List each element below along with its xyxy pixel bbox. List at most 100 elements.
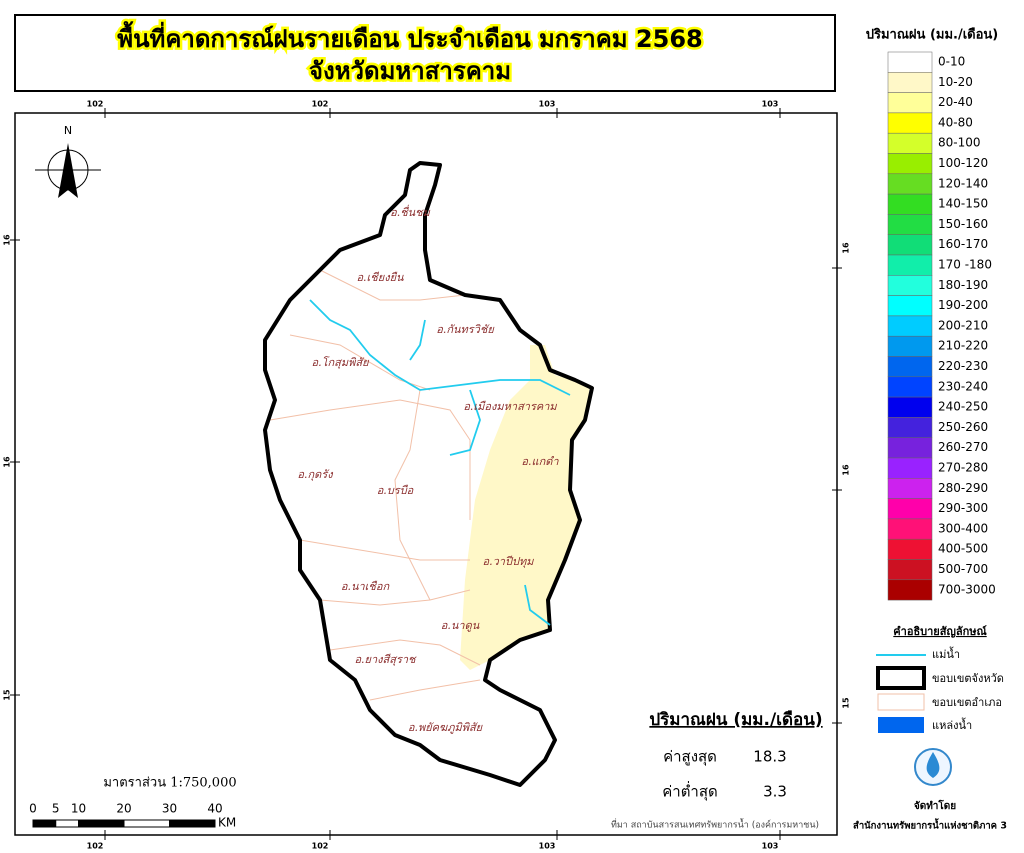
legend-swatch bbox=[887, 457, 933, 479]
title-box bbox=[14, 14, 836, 92]
grid-label-top: 102 bbox=[87, 100, 104, 109]
legend-label: 210-220 bbox=[938, 339, 988, 353]
grid-label-right: 16 bbox=[842, 464, 851, 476]
district-label: อ.กันทรวิชัย bbox=[436, 323, 495, 336]
credit-org: สำนักงานทรัพยากรน้ำแห่งชาติภาค 3 bbox=[853, 818, 1007, 832]
scale-tick: 10 bbox=[71, 802, 86, 816]
legend-swatch bbox=[887, 538, 933, 560]
scale-tick: 5 bbox=[52, 802, 60, 816]
source: ที่มา สถาบันสารสนเทศทรัพยากรน้ำ (องค์การ… bbox=[611, 818, 819, 831]
scale-tick: 0 bbox=[29, 802, 37, 816]
legend-label: 260-270 bbox=[938, 440, 988, 454]
district-label: อ.พยัคฆภูมิพิสัย bbox=[408, 721, 484, 734]
scale-unit: KM bbox=[218, 816, 236, 830]
district-label: อ.ยางสีสุราช bbox=[354, 653, 417, 666]
grid-label-top: 103 bbox=[762, 100, 779, 109]
legend-swatch bbox=[887, 315, 933, 337]
scale-segment bbox=[32, 819, 57, 828]
province-boundary bbox=[263, 161, 594, 787]
legend-label: 20-40 bbox=[938, 95, 973, 109]
legend-label: 160-170 bbox=[938, 237, 988, 251]
legend-swatch bbox=[887, 112, 933, 134]
district-label: อ.เมืองมหาสารคาม bbox=[463, 400, 557, 413]
legend-label: 240-250 bbox=[938, 400, 988, 414]
grid-label-bottom: 102 bbox=[312, 842, 329, 851]
legend-label: 170 -180 bbox=[938, 258, 992, 272]
legend-swatch bbox=[887, 295, 933, 317]
legend-label: 300-400 bbox=[938, 521, 988, 535]
district-label: อ.นาเชือก bbox=[341, 580, 391, 593]
grid-label-bottom: 102 bbox=[87, 842, 104, 851]
legend-swatch bbox=[887, 335, 933, 357]
legend-swatch bbox=[887, 234, 933, 256]
district-label: อ.เชียงยืน bbox=[356, 271, 404, 284]
legend-label: 140-150 bbox=[938, 197, 988, 211]
legend-swatch bbox=[887, 153, 933, 175]
legend-swatch bbox=[887, 72, 933, 93]
scale-segment bbox=[123, 819, 170, 828]
rain-zone bbox=[460, 345, 590, 670]
max-value: 18.3 bbox=[753, 748, 786, 766]
legend-label: 10-20 bbox=[938, 75, 973, 89]
north-arrow bbox=[35, 143, 101, 198]
legend-swatch bbox=[887, 51, 933, 73]
grid-label-top: 102 bbox=[312, 100, 329, 109]
legend-label: 700-3000 bbox=[938, 582, 996, 596]
legend-label: 500-700 bbox=[938, 562, 988, 576]
legend-swatch bbox=[887, 92, 933, 114]
legend-swatch bbox=[887, 579, 933, 601]
legend-label: 40-80 bbox=[938, 115, 973, 129]
credit-label: จัดทำโดย bbox=[914, 799, 956, 812]
legend-label: 80-100 bbox=[938, 136, 981, 150]
legend-label: 120-140 bbox=[938, 176, 988, 190]
legend-label: 190-200 bbox=[938, 298, 988, 312]
scale-segment bbox=[169, 819, 216, 828]
legend-label: 230-240 bbox=[938, 379, 988, 393]
legend-swatch bbox=[887, 478, 933, 499]
legend-swatch bbox=[887, 417, 933, 438]
province-symbol bbox=[876, 666, 926, 690]
district-label: อ.นาดูน bbox=[441, 619, 480, 632]
scale-segment bbox=[78, 819, 125, 828]
water-symbol bbox=[878, 717, 924, 733]
district-label: อ.บรบือ bbox=[377, 484, 414, 497]
stats-title: ปริมาณฝน (มม./เดือน) bbox=[649, 709, 822, 730]
scale-tick: 20 bbox=[116, 802, 131, 816]
symbol-label: ขอบเขตอำเภอ bbox=[932, 696, 1002, 709]
legend-swatch bbox=[887, 559, 933, 581]
district-label: อ.แกดำ bbox=[521, 455, 559, 468]
legend-swatch bbox=[887, 356, 933, 378]
district-label: อ.วาปีปทุม bbox=[483, 555, 535, 568]
grid-label-bottom: 103 bbox=[539, 842, 556, 851]
legend-label: 150-160 bbox=[938, 217, 988, 231]
legend-swatch bbox=[887, 214, 933, 235]
symbols-title: คำอธิบายสัญลักษณ์ bbox=[893, 625, 987, 638]
title: พื้นที่คาดการณ์ฝนรายเดือน ประจำเดือน มกร… bbox=[117, 20, 702, 53]
scale-tick: 30 bbox=[162, 802, 177, 816]
legend-label: 180-190 bbox=[938, 278, 988, 292]
grid-label-left: 15 bbox=[3, 689, 12, 701]
grid-label-bottom: 103 bbox=[762, 842, 779, 851]
legend-swatch bbox=[887, 518, 933, 540]
grid-label-left: 16 bbox=[3, 234, 12, 246]
district-label: อ.โกสุมพิสัย bbox=[311, 356, 370, 369]
district-label: อ.ชื่นชม bbox=[390, 204, 431, 219]
legend-label: 250-260 bbox=[938, 420, 988, 434]
legend-label: 270-280 bbox=[938, 461, 988, 475]
symbol-label: แม่น้ำ bbox=[932, 646, 960, 661]
legend-swatch bbox=[887, 376, 933, 398]
grid-label-right: 16 bbox=[842, 242, 851, 254]
legend-swatch bbox=[887, 498, 933, 520]
legend-label: 200-210 bbox=[938, 318, 988, 332]
grid-label-right: 15 bbox=[842, 697, 851, 709]
max-label: ค่าสูงสุด bbox=[663, 748, 717, 767]
symbol-label: แหล่งน้ำ bbox=[932, 717, 972, 732]
legend-title: ปริมาณฝน (มม./เดือน) bbox=[866, 27, 998, 43]
grid-label-top: 103 bbox=[539, 100, 556, 109]
scale-tick: 40 bbox=[207, 802, 222, 816]
district-symbol bbox=[877, 693, 925, 711]
rivers bbox=[309, 299, 571, 626]
legend-label: 290-300 bbox=[938, 501, 988, 515]
north-label: N bbox=[64, 124, 72, 137]
subtitle: จังหวัดมหาสารคาม bbox=[309, 57, 511, 85]
